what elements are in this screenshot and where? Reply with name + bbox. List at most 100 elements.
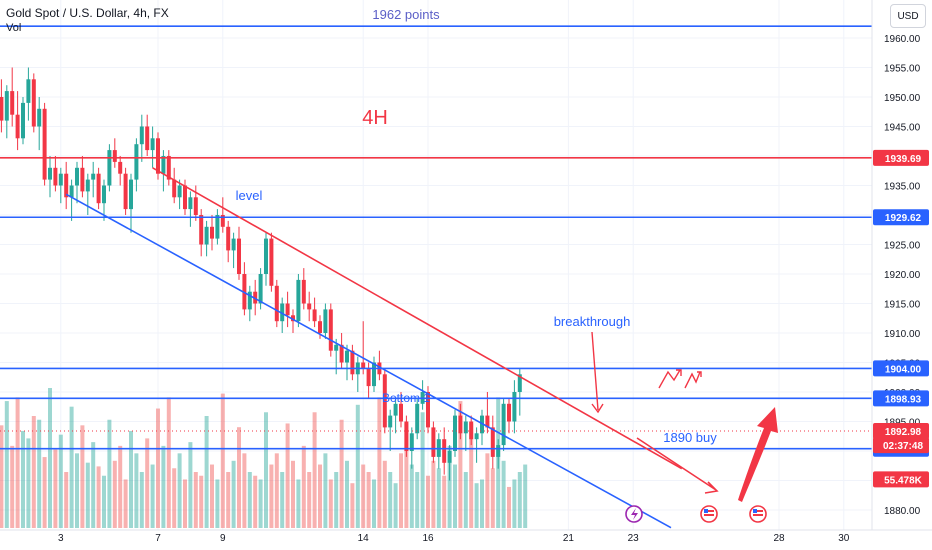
- time-tick-label: 21: [563, 533, 575, 544]
- volume-bar: [156, 408, 160, 528]
- grid: [0, 0, 872, 530]
- volume-bar: [80, 425, 85, 528]
- volume-bar: [269, 464, 274, 528]
- volume-bar: [453, 464, 457, 528]
- candle-body: [172, 179, 177, 198]
- volume-bar: [183, 479, 187, 528]
- volume-bar: [480, 479, 484, 528]
- volume-bar: [361, 464, 366, 528]
- volume-bar: [463, 472, 468, 528]
- time-tick-label: 30: [838, 533, 850, 544]
- volume-bar: [415, 472, 420, 528]
- candle-body: [31, 79, 36, 127]
- volume-bar: [512, 479, 517, 528]
- timeframe-label: 4H: [362, 107, 388, 129]
- lightning-glyph-icon: [631, 508, 638, 520]
- candle-body: [123, 173, 128, 210]
- candle-body: [388, 415, 393, 428]
- volume-bar: [377, 397, 382, 528]
- volume-bar: [193, 472, 198, 528]
- candle-body: [231, 238, 236, 251]
- candle-body: [53, 167, 58, 186]
- candle-body: [280, 303, 285, 322]
- candle-body: [85, 179, 90, 192]
- volume-bar: [388, 472, 393, 528]
- candle-body: [307, 303, 312, 310]
- volume-bar: [264, 412, 268, 528]
- volume-bar: [0, 425, 4, 528]
- volume-bar: [242, 453, 247, 528]
- volume-bar: [318, 464, 322, 528]
- volume-bar: [204, 416, 209, 528]
- price-tags: 1939.691929.621904.001898.931890.391892.…: [873, 149, 929, 488]
- volume-bar: [102, 475, 106, 528]
- volume-bar: [409, 464, 414, 528]
- volume-bar: [177, 453, 182, 528]
- volume-bar: [64, 472, 69, 528]
- volume-bar: [4, 401, 9, 528]
- candle-body: [469, 421, 474, 440]
- candle-body: [247, 291, 252, 310]
- candle-body: [485, 415, 490, 428]
- volume-bar: [85, 462, 90, 528]
- candle-body: [220, 215, 225, 227]
- volume-bar: [134, 453, 139, 528]
- volume-bar: [15, 397, 20, 528]
- volume-bar: [112, 460, 117, 528]
- level-price-tag-bg: [873, 390, 929, 407]
- level-price-tag: 1904.00: [885, 364, 922, 375]
- candle-body: [42, 108, 47, 180]
- candle-body: [404, 421, 409, 451]
- candle-body: [210, 226, 214, 239]
- volume-bar: [199, 475, 204, 528]
- price-tick-label: 1950.00: [884, 93, 921, 104]
- level-price-tag: 1898.93: [885, 394, 922, 405]
- projection-down-arrow: [636, 437, 719, 494]
- price-axis: 1880.001885.001890.001895.001900.001905.…: [871, 0, 932, 550]
- volume-bar: [285, 423, 290, 528]
- candle-body: [496, 445, 501, 457]
- level-price-tag-bg: [873, 360, 929, 377]
- candle-body: [334, 344, 339, 351]
- volume-bar: [399, 453, 403, 528]
- volume-bar: [517, 472, 522, 528]
- candle-body: [129, 179, 133, 210]
- volume-bar: [161, 445, 166, 528]
- volume-bar: [48, 388, 52, 528]
- volume-bar: [350, 483, 355, 528]
- candle-body: [150, 138, 155, 151]
- time-tick-label: 14: [358, 533, 370, 544]
- candle-body: [291, 315, 295, 322]
- candle-body: [458, 415, 463, 434]
- candle-body: [48, 167, 52, 180]
- trendline: [152, 167, 683, 470]
- level-price-tag-bg: [873, 149, 929, 166]
- candle-body: [393, 403, 398, 416]
- price-tag-bg: [873, 422, 929, 439]
- volume-bar: [226, 472, 231, 528]
- us-flag-event-icon-stripe: [753, 510, 763, 512]
- volume-bar: [458, 401, 463, 528]
- volume-bar: [291, 460, 295, 528]
- candle-body: [139, 126, 144, 145]
- price-tick-label: 1935.00: [884, 182, 921, 193]
- volume-bar: [58, 434, 63, 528]
- candle-body: [409, 433, 414, 451]
- volume-bar: [166, 397, 171, 528]
- price-tick-label: 1910.00: [884, 329, 921, 340]
- candle-body: [399, 403, 403, 422]
- candle-body: [10, 91, 15, 115]
- candle-body: [37, 108, 42, 127]
- candle-body: [426, 392, 430, 428]
- currency-button[interactable]: USD: [890, 4, 926, 28]
- candle-body: [312, 309, 317, 322]
- candle-body: [96, 173, 101, 204]
- candle-body: [285, 303, 290, 316]
- candle-body: [0, 97, 4, 121]
- candle-body: [382, 374, 387, 428]
- volume-bar: [507, 486, 511, 528]
- candle-body: [431, 427, 436, 457]
- axis-background: [872, 0, 932, 550]
- candle-body: [156, 138, 160, 174]
